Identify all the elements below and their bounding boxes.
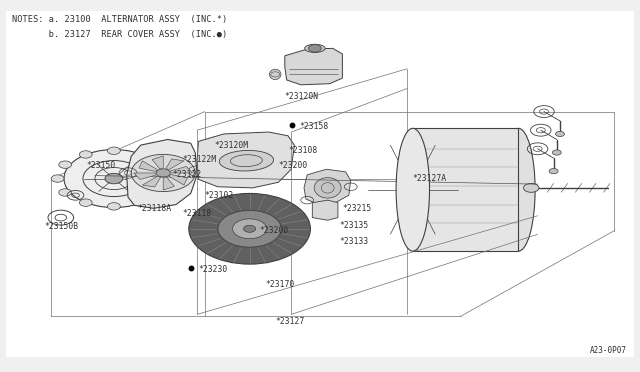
- Text: *23200: *23200: [278, 161, 308, 170]
- Circle shape: [524, 183, 539, 192]
- Ellipse shape: [220, 150, 273, 171]
- Ellipse shape: [305, 44, 325, 52]
- Polygon shape: [413, 128, 518, 251]
- Circle shape: [79, 199, 92, 206]
- Ellipse shape: [230, 149, 237, 164]
- Circle shape: [218, 211, 281, 247]
- Circle shape: [156, 189, 169, 196]
- Text: *23133: *23133: [339, 237, 369, 246]
- Text: *23102: *23102: [205, 191, 234, 200]
- Text: *23122: *23122: [173, 170, 202, 179]
- Circle shape: [51, 175, 64, 182]
- Circle shape: [59, 189, 72, 196]
- Ellipse shape: [502, 128, 535, 251]
- Text: *23150B: *23150B: [45, 222, 79, 231]
- Circle shape: [136, 199, 148, 206]
- Circle shape: [131, 154, 195, 192]
- Text: *23200: *23200: [259, 226, 289, 235]
- Text: *23120N: *23120N: [285, 92, 319, 101]
- Text: A23-0P07: A23-0P07: [590, 346, 627, 355]
- Circle shape: [105, 173, 123, 184]
- Ellipse shape: [314, 178, 341, 198]
- Polygon shape: [166, 159, 184, 170]
- Polygon shape: [304, 169, 351, 204]
- Circle shape: [549, 169, 558, 174]
- Text: *23127A: *23127A: [413, 174, 447, 183]
- Polygon shape: [170, 167, 193, 173]
- Circle shape: [136, 151, 148, 158]
- Circle shape: [156, 169, 170, 177]
- Ellipse shape: [206, 147, 216, 166]
- Polygon shape: [152, 156, 163, 169]
- Polygon shape: [169, 174, 188, 185]
- Text: *23135: *23135: [339, 221, 369, 230]
- Text: *23118A: *23118A: [138, 204, 172, 213]
- Circle shape: [79, 151, 92, 158]
- Circle shape: [552, 150, 561, 155]
- Polygon shape: [134, 173, 156, 179]
- Circle shape: [397, 180, 429, 199]
- Polygon shape: [139, 161, 157, 171]
- Text: NOTES: a. 23100  ALTERNATOR ASSY  (INC.*): NOTES: a. 23100 ALTERNATOR ASSY (INC.*): [12, 15, 227, 24]
- Text: *23122M: *23122M: [182, 155, 216, 164]
- Text: b. 23127  REAR COVER ASSY  (INC.●): b. 23127 REAR COVER ASSY (INC.●): [12, 30, 227, 39]
- Circle shape: [308, 45, 321, 52]
- Circle shape: [108, 203, 120, 210]
- Polygon shape: [163, 177, 174, 190]
- Circle shape: [156, 161, 169, 169]
- Ellipse shape: [396, 128, 429, 251]
- Text: *23230: *23230: [198, 265, 228, 274]
- Circle shape: [108, 147, 120, 154]
- Polygon shape: [127, 140, 197, 208]
- Text: *23215: *23215: [342, 204, 372, 213]
- Polygon shape: [142, 176, 161, 187]
- Polygon shape: [312, 200, 338, 220]
- Polygon shape: [285, 48, 342, 85]
- Text: *23118: *23118: [182, 209, 212, 218]
- Ellipse shape: [269, 69, 281, 80]
- Circle shape: [406, 186, 419, 193]
- Circle shape: [243, 225, 256, 232]
- Text: *23158: *23158: [300, 122, 329, 131]
- Circle shape: [189, 193, 310, 264]
- Polygon shape: [197, 132, 294, 188]
- Circle shape: [556, 131, 564, 137]
- Text: *23120M: *23120M: [214, 141, 248, 150]
- Ellipse shape: [260, 147, 271, 166]
- Circle shape: [232, 219, 267, 239]
- Circle shape: [59, 161, 72, 169]
- Ellipse shape: [249, 149, 257, 164]
- Circle shape: [164, 175, 177, 182]
- Text: *23170: *23170: [266, 280, 295, 289]
- Text: *23127: *23127: [275, 317, 305, 326]
- Circle shape: [64, 150, 164, 208]
- Text: *23108: *23108: [288, 146, 317, 155]
- Text: *23150: *23150: [86, 161, 116, 170]
